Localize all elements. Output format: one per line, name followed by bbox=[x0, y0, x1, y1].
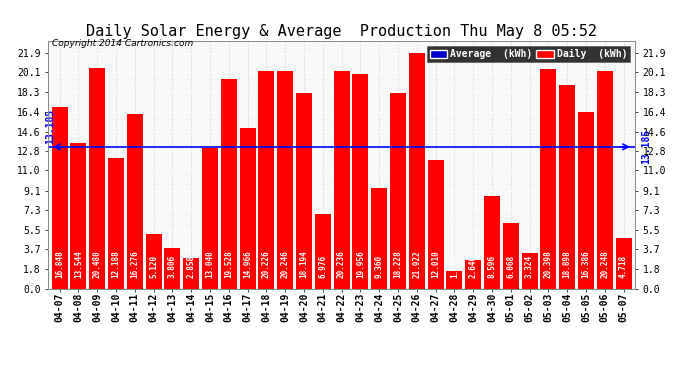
Text: 20.480: 20.480 bbox=[92, 250, 101, 278]
Text: 20.236: 20.236 bbox=[337, 250, 346, 278]
Bar bbox=[484, 196, 500, 289]
Bar bbox=[333, 71, 350, 289]
Text: 5.120: 5.120 bbox=[149, 255, 158, 278]
Title: Daily Solar Energy & Average  Production Thu May 8 05:52: Daily Solar Energy & Average Production … bbox=[86, 24, 597, 39]
Bar bbox=[277, 71, 293, 289]
Text: 9.360: 9.360 bbox=[375, 255, 384, 278]
Text: 13.185: 13.185 bbox=[45, 108, 55, 144]
Text: 16.386: 16.386 bbox=[582, 250, 591, 278]
Text: 2.858: 2.858 bbox=[187, 255, 196, 278]
Bar bbox=[296, 93, 312, 289]
Text: 14.966: 14.966 bbox=[243, 250, 252, 278]
Text: 13.040: 13.040 bbox=[206, 250, 215, 278]
Text: 18.898: 18.898 bbox=[562, 250, 571, 278]
Text: 18.228: 18.228 bbox=[393, 250, 402, 278]
Bar bbox=[52, 108, 68, 289]
Text: 1.668: 1.668 bbox=[450, 255, 459, 278]
Bar bbox=[108, 158, 124, 289]
Bar bbox=[70, 143, 86, 289]
Bar bbox=[202, 148, 218, 289]
Text: 20.246: 20.246 bbox=[281, 250, 290, 278]
Text: 18.194: 18.194 bbox=[299, 250, 308, 278]
Text: 19.956: 19.956 bbox=[356, 250, 365, 278]
Text: 19.528: 19.528 bbox=[224, 250, 233, 278]
Text: 8.596: 8.596 bbox=[487, 255, 496, 278]
Bar bbox=[390, 93, 406, 289]
Bar bbox=[258, 71, 275, 289]
Bar bbox=[615, 238, 631, 289]
Text: 2.640: 2.640 bbox=[469, 255, 477, 278]
Bar bbox=[503, 224, 519, 289]
Text: 16.848: 16.848 bbox=[55, 250, 64, 278]
Bar bbox=[315, 214, 331, 289]
Text: 4.718: 4.718 bbox=[619, 255, 628, 278]
Bar bbox=[89, 68, 105, 289]
Text: 6.976: 6.976 bbox=[318, 255, 327, 278]
Text: 13.185: 13.185 bbox=[641, 129, 651, 165]
Text: 16.276: 16.276 bbox=[130, 250, 139, 278]
Bar bbox=[428, 159, 444, 289]
Bar bbox=[164, 248, 180, 289]
Bar bbox=[127, 114, 143, 289]
Bar bbox=[559, 86, 575, 289]
Text: 3.806: 3.806 bbox=[168, 255, 177, 278]
Bar bbox=[239, 128, 255, 289]
Bar bbox=[371, 188, 387, 289]
Text: 6.068: 6.068 bbox=[506, 255, 515, 278]
Text: 20.226: 20.226 bbox=[262, 250, 271, 278]
Bar bbox=[540, 69, 556, 289]
Bar bbox=[353, 74, 368, 289]
Bar bbox=[446, 271, 462, 289]
Text: 20.248: 20.248 bbox=[600, 250, 609, 278]
Text: 20.398: 20.398 bbox=[544, 250, 553, 278]
Bar bbox=[146, 234, 161, 289]
Legend: Average  (kWh), Daily  (kWh): Average (kWh), Daily (kWh) bbox=[426, 46, 630, 62]
Bar bbox=[408, 53, 425, 289]
Text: 13.544: 13.544 bbox=[74, 250, 83, 278]
Bar bbox=[597, 71, 613, 289]
Text: 21.922: 21.922 bbox=[412, 250, 421, 278]
Bar bbox=[183, 258, 199, 289]
Text: 12.010: 12.010 bbox=[431, 250, 440, 278]
Bar bbox=[522, 253, 538, 289]
Bar bbox=[465, 260, 481, 289]
Text: 3.324: 3.324 bbox=[525, 255, 534, 278]
Text: Copyright 2014 Cartronics.com: Copyright 2014 Cartronics.com bbox=[52, 39, 193, 48]
Text: 12.188: 12.188 bbox=[112, 250, 121, 278]
Bar bbox=[221, 79, 237, 289]
Bar bbox=[578, 112, 594, 289]
